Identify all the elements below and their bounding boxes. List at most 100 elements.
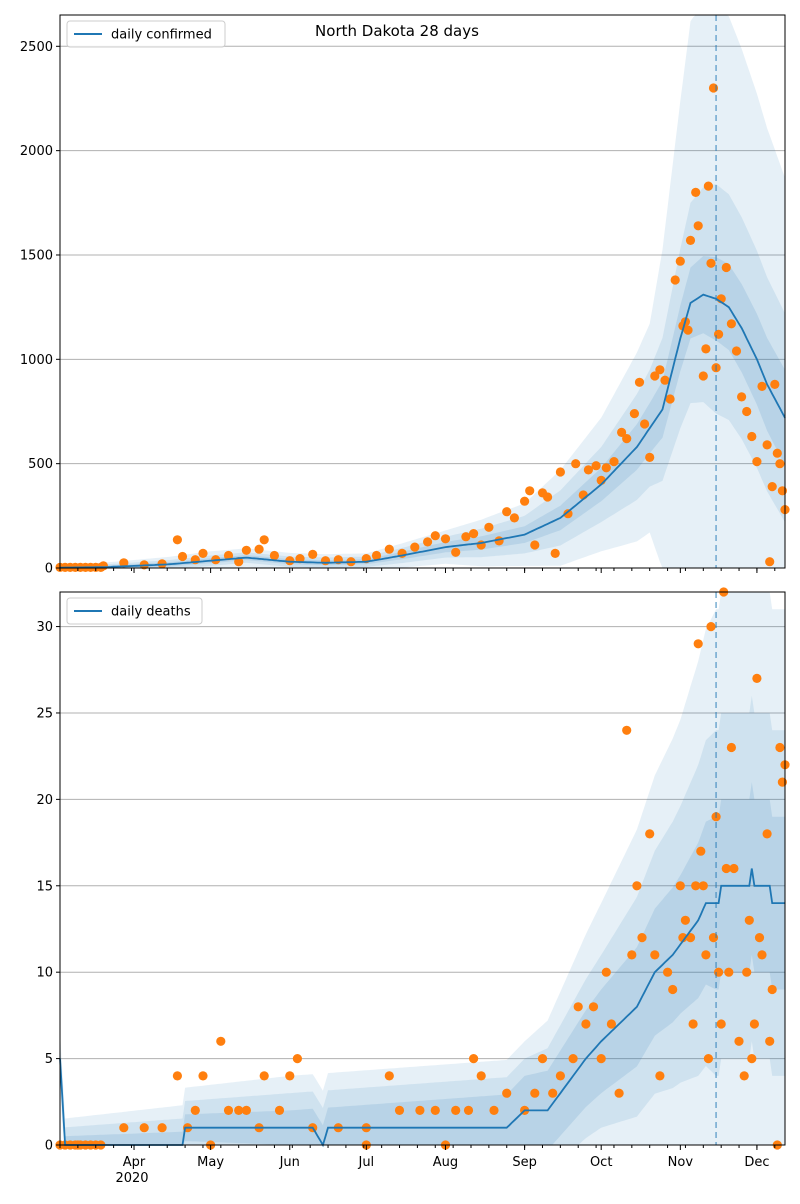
deaths-observed-point — [637, 933, 647, 943]
confirmed-band-inner-half-width — [60, 256, 785, 568]
deaths-observed-point — [701, 950, 711, 960]
confirmed-uncertainty-bands — [60, 15, 785, 568]
y-tick-label: 15 — [36, 879, 53, 894]
deaths-observed-point — [726, 742, 737, 753]
confirmed-observed-point — [371, 550, 382, 561]
y-tick-label: 20 — [36, 793, 53, 808]
confirmed-observed-point — [461, 532, 471, 542]
confirmed-observed-point — [234, 557, 244, 567]
confirmed-observed-point — [731, 346, 742, 356]
deaths-observed-point — [622, 725, 632, 735]
deaths-observed-point — [698, 881, 708, 891]
deaths-observed-point — [703, 1054, 714, 1064]
confirmed-observed-point — [742, 406, 752, 417]
confirmed-observed-point — [172, 535, 182, 545]
deaths-observed-point — [693, 639, 703, 649]
deaths-observed-point — [463, 1105, 474, 1115]
confirmed-observed-point — [777, 486, 788, 496]
confirmed-observed-point — [706, 258, 716, 268]
confirmed-observed-point — [698, 371, 708, 381]
deaths-observed-point — [614, 1088, 624, 1098]
deaths-observed-point — [645, 829, 655, 839]
y-tick-label: 1500 — [20, 248, 53, 263]
confirmed-observed-point — [703, 181, 714, 191]
confirmed-observed-point — [177, 551, 188, 562]
deaths-observed-point — [548, 1088, 558, 1098]
y-tick-label: 10 — [36, 966, 53, 981]
confirmed-observed-point — [726, 319, 737, 329]
deaths-observed-point — [502, 1088, 512, 1098]
deaths-observed-point — [754, 933, 765, 943]
confirmed-observed-point — [660, 375, 670, 385]
deaths-observed-point — [234, 1105, 244, 1115]
confirmed-observed-point — [509, 513, 519, 523]
deaths-observed-point — [742, 967, 752, 977]
confirmed-y-ticks: 0 500 1000 1500 2000 2500 — [20, 40, 60, 577]
deaths-observed-point — [749, 1019, 760, 1029]
confirmed-observed-point — [737, 392, 747, 402]
deaths-legend: daily deaths — [66, 597, 203, 625]
deaths-observed-point — [573, 1002, 583, 1012]
confirmed-observed-point — [384, 544, 394, 554]
confirmed-observed-point — [609, 457, 619, 467]
deaths-observed-point — [765, 1036, 775, 1046]
confirmed-observed-point — [645, 452, 655, 462]
confirmed-observed-point — [685, 235, 696, 245]
confirmed-observed-point — [530, 540, 540, 550]
x-tick-label: Jul — [357, 1155, 374, 1170]
confirmed-observed-point — [550, 548, 560, 559]
y-tick-label: 2500 — [20, 40, 53, 55]
x-tick-label: Aug — [433, 1155, 458, 1170]
confirmed-observed-point — [691, 187, 701, 197]
deaths-observed-point — [596, 1054, 606, 1064]
confirmed-legend-box — [66, 20, 226, 48]
confirmed-observed-point — [665, 394, 675, 404]
y-tick-label: 25 — [36, 706, 53, 721]
deaths-observed-point — [752, 673, 762, 684]
confirmed-observed-point — [520, 496, 530, 506]
deaths-observed-point — [706, 622, 716, 632]
confirmed-observed-point — [563, 509, 573, 519]
deaths-observed-point — [716, 1019, 726, 1029]
confirmed-observed-point — [259, 535, 269, 545]
deaths-observed-point — [606, 1019, 617, 1029]
deaths-observed-point — [469, 1054, 479, 1064]
deaths-observed-point — [627, 950, 637, 960]
deaths-observed-point — [668, 984, 678, 995]
confirmed-observed-point — [762, 440, 772, 450]
confirmed-observed-point — [693, 221, 703, 231]
deaths-observed-point — [680, 915, 691, 925]
deaths-observed-point — [489, 1105, 499, 1115]
deaths-observed-point — [724, 967, 734, 977]
confirmed-legend-label: daily confirmed — [111, 28, 212, 43]
y-tick-label: 2000 — [20, 144, 53, 159]
deaths-observed-point — [530, 1088, 540, 1098]
confirmed-observed-point — [765, 557, 775, 567]
deaths-observed-point — [119, 1123, 129, 1133]
confirmed-axes-frame — [59, 14, 786, 569]
confirmed-observed-point — [747, 431, 757, 442]
deaths-legend-box — [66, 597, 203, 625]
confirmed-observed-point — [198, 548, 208, 559]
deaths-observed-point — [198, 1071, 208, 1081]
confirmed-x-ticks — [59, 568, 776, 573]
confirmed-observed-point — [223, 550, 234, 561]
confirmed-observed-point — [655, 365, 665, 375]
confirmed-observed-point — [525, 486, 535, 496]
deaths-legend-label: daily deaths — [111, 605, 191, 620]
confirmed-observed-point — [484, 522, 494, 532]
deaths-observed-point — [285, 1071, 295, 1081]
deaths-observed-point — [451, 1105, 461, 1115]
confirmed-observed-point — [571, 459, 581, 469]
deaths-observed-point — [190, 1105, 200, 1115]
confirmed-observed-point — [543, 492, 553, 502]
confirmed-observed-point — [320, 556, 331, 566]
deaths-observed-point — [139, 1123, 149, 1133]
confirmed-band-mid-half-width — [60, 184, 785, 568]
chart-title: North Dakota 28 days — [315, 22, 479, 40]
confirmed-observed-point — [670, 275, 680, 285]
deaths-observed-point — [568, 1054, 578, 1064]
y-tick-label: 1000 — [20, 353, 53, 368]
confirmed-band-outer-half-width — [60, 15, 785, 568]
